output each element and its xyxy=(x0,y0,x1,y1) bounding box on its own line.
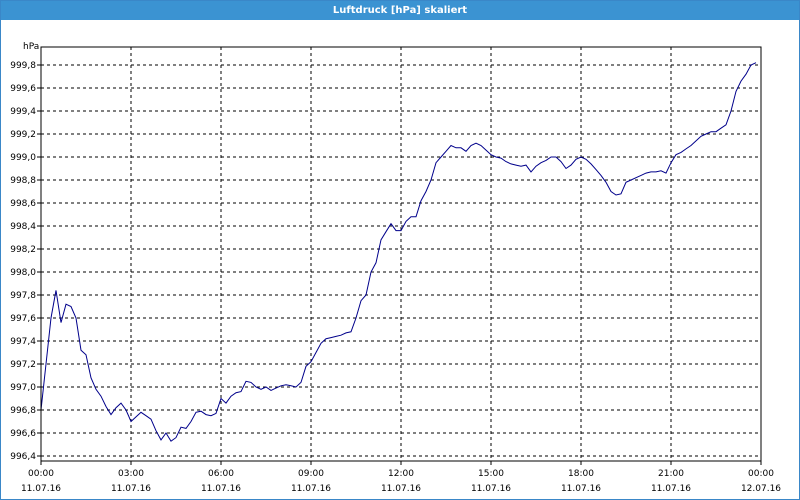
pressure-chart: hPa 996,4996,6996,8997,0997,2997,4997,69… xyxy=(10,42,781,494)
x-tick-date: 11.07.16 xyxy=(201,484,241,494)
x-tick-time: 15:00 xyxy=(478,469,504,479)
x-tick-time: 12:00 xyxy=(388,469,414,479)
y-tick-label: 998,4 xyxy=(10,222,36,232)
x-tick-time: 21:00 xyxy=(658,469,684,479)
x-tick-date: 11.07.16 xyxy=(561,484,601,494)
x-tick-time: 06:00 xyxy=(208,469,234,479)
y-tick-label: 999,2 xyxy=(10,130,36,140)
x-tick-time: 00:00 xyxy=(748,469,774,479)
y-tick-label: 997,6 xyxy=(10,314,36,324)
y-tick-label: 996,6 xyxy=(10,429,36,439)
y-tick-label: 999,0 xyxy=(10,153,36,163)
y-tick-label: 997,2 xyxy=(10,360,36,370)
x-tick-date: 11.07.16 xyxy=(471,484,511,494)
y-tick-label: 997,4 xyxy=(10,337,36,347)
chart-grid xyxy=(37,47,762,465)
x-tick-time: 09:00 xyxy=(298,469,324,479)
x-tick-time: 00:00 xyxy=(28,469,54,479)
y-tick-label: 996,8 xyxy=(10,406,36,416)
y-tick-label: 998,0 xyxy=(10,268,36,278)
window-title: Luftdruck [hPa] skaliert xyxy=(1,1,799,20)
x-tick-date: 11.07.16 xyxy=(21,484,61,494)
series-line-luftdruck xyxy=(40,62,757,442)
y-tick-label: 999,8 xyxy=(10,61,36,71)
plot-frame xyxy=(40,46,762,462)
y-tick-label: 998,6 xyxy=(10,199,36,209)
x-tick-date: 11.07.16 xyxy=(111,484,151,494)
x-tick-date: 12.07.16 xyxy=(741,484,781,494)
y-axis-label: hPa xyxy=(23,42,39,52)
y-tick-label: 998,8 xyxy=(10,176,36,186)
y-tick-labels: 996,4 996,6 996,8 997,0 997,2 997,4 997,6 997,8… xyxy=(10,61,36,462)
y-tick-label: 998,2 xyxy=(10,245,36,255)
x-tick-labels: 00:00 11.07.16 03:00 11.07.16 06:00 11.07.16 0… xyxy=(21,469,781,494)
y-tick-label: 996,4 xyxy=(10,452,36,462)
x-tick-date: 11.07.16 xyxy=(651,484,691,494)
x-tick-time: 18:00 xyxy=(568,469,594,479)
x-tick-date: 11.07.16 xyxy=(381,484,421,494)
x-tick-date: 11.07.16 xyxy=(291,484,331,494)
y-tick-label: 997,8 xyxy=(10,291,36,301)
y-tick-label: 997,0 xyxy=(10,383,36,393)
y-tick-label: 999,4 xyxy=(10,107,36,117)
x-tick-time: 03:00 xyxy=(118,469,144,479)
y-tick-label: 999,6 xyxy=(10,84,36,94)
